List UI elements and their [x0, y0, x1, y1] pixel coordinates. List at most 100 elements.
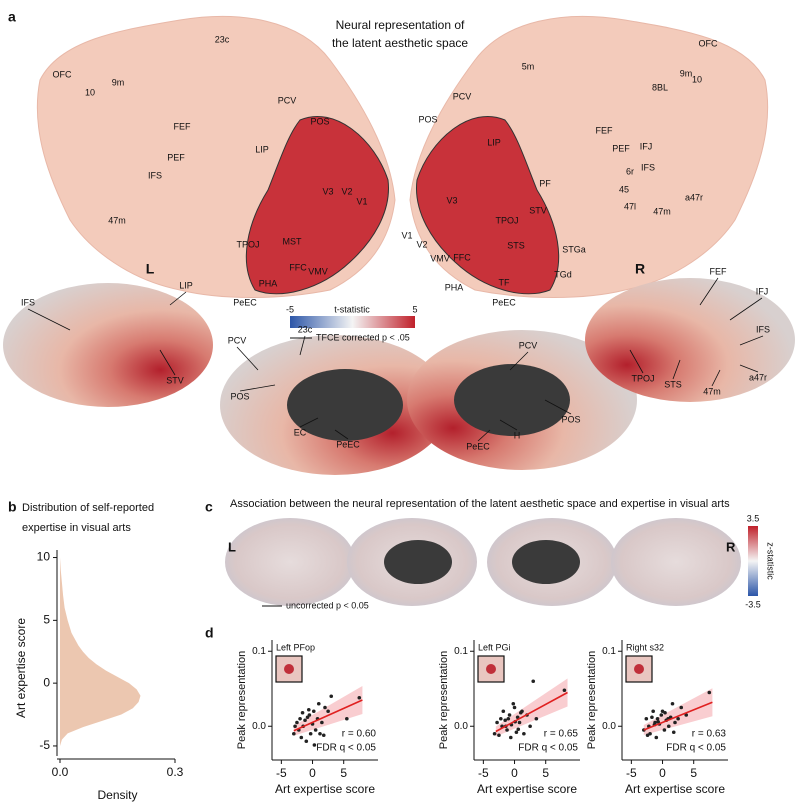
region-label: 23c: [215, 34, 230, 44]
region-label: 10: [85, 87, 95, 97]
point: [676, 716, 680, 721]
point: [503, 718, 507, 723]
region-label: 47m: [653, 206, 671, 216]
title: Association between the neural represent…: [230, 498, 730, 510]
panel-label: c: [205, 499, 213, 515]
point: [644, 716, 649, 721]
point: [323, 705, 327, 710]
point: [528, 724, 532, 729]
point: [357, 695, 362, 700]
leader-line: [236, 346, 259, 371]
inset-image: [477, 655, 505, 683]
hemisphere-label: L: [146, 261, 155, 277]
point: [562, 688, 567, 693]
point: [650, 715, 654, 720]
surface-label: 47m: [703, 386, 721, 396]
title: expertise in visual arts: [22, 522, 131, 534]
region-label: V2: [341, 186, 352, 196]
region-label: TGd: [554, 269, 572, 279]
inset-label: Left PGi: [478, 642, 511, 652]
region-label: 6r: [626, 166, 634, 176]
surface-label: IFS: [756, 324, 770, 334]
inset-spot: [634, 664, 644, 674]
leader-line: [509, 351, 529, 371]
hemisphere-label: R: [635, 261, 645, 277]
point: [495, 720, 499, 725]
surface-label: TPOJ: [631, 373, 654, 383]
point: [666, 724, 671, 729]
point: [318, 731, 322, 736]
region-label: FEF: [174, 121, 192, 131]
x-axis-label: Art expertise score: [477, 782, 577, 796]
leader-line: [544, 399, 572, 415]
surface-label: FEF: [710, 266, 728, 276]
point: [656, 719, 660, 724]
fit-line: [643, 701, 713, 731]
region-label: PCV: [453, 91, 472, 101]
region-label: OFC: [53, 69, 72, 79]
point: [516, 727, 521, 732]
hemisphere-label: R: [726, 539, 736, 554]
surface-label: POS: [230, 391, 249, 401]
point: [511, 701, 516, 706]
brain-right-medial: [407, 330, 637, 470]
stat-r: r = 0.60: [342, 729, 377, 740]
region-label: VMV: [308, 266, 328, 276]
region-label: MST: [283, 236, 303, 246]
point: [316, 701, 321, 706]
region-label: IFS: [641, 162, 655, 172]
leader-line: [729, 297, 763, 321]
point: [512, 705, 517, 710]
region-label: PeEC: [492, 297, 516, 307]
stat-q: FDR q < 0.05: [518, 743, 578, 754]
leader-line: [299, 417, 319, 428]
region-label: 47l: [624, 201, 636, 211]
region-label: PeEC: [233, 297, 257, 307]
point: [508, 735, 513, 740]
region-label: STGa: [562, 244, 586, 254]
title: the latent aesthetic space: [332, 36, 468, 50]
region-label: PEF: [167, 152, 185, 162]
region-label: 45: [619, 184, 629, 194]
region-label: V1: [356, 196, 367, 206]
brain-left-medial: [220, 335, 450, 475]
surface-label: 23c: [298, 324, 313, 334]
leader-line: [739, 364, 759, 373]
point: [307, 713, 312, 717]
leader-line: [27, 308, 71, 331]
point: [292, 731, 296, 736]
region-label: STV: [529, 205, 547, 215]
region-label: OFC: [699, 38, 718, 48]
y-axis-label: Art expertise score: [14, 618, 28, 718]
surface-label: EC: [294, 427, 307, 437]
stat-r: r = 0.65: [544, 729, 579, 740]
panel-label: a: [8, 9, 16, 25]
point: [671, 730, 676, 735]
leader-line: [477, 429, 491, 442]
fit-line: [495, 691, 568, 733]
leader-line: [334, 429, 349, 440]
point: [304, 739, 309, 744]
point: [499, 716, 503, 721]
point: [707, 690, 712, 695]
point: [659, 713, 664, 717]
legend-text: uncorrected p < 0.05: [286, 600, 369, 610]
y-tick-label: 5: [43, 613, 50, 627]
surface-label: PeEC: [336, 439, 360, 449]
region-label: POS: [418, 114, 437, 124]
colorbar-z: [748, 526, 758, 596]
point: [299, 735, 304, 740]
colorbar-t: [290, 316, 415, 328]
y-tick-label: 0.1: [602, 646, 616, 657]
point: [645, 733, 650, 738]
colorbar-tick-label: 3.5: [747, 513, 760, 523]
surface-label: H: [514, 430, 521, 440]
inset-spot: [486, 664, 496, 674]
point: [505, 728, 509, 732]
stat-r: r = 0.63: [692, 729, 727, 740]
x-tick-label: 0: [511, 766, 518, 780]
region-label: V1: [401, 230, 412, 240]
brain-right-lateral: [585, 278, 795, 402]
y-tick-label: 0: [43, 675, 50, 689]
leader-line: [672, 359, 681, 380]
